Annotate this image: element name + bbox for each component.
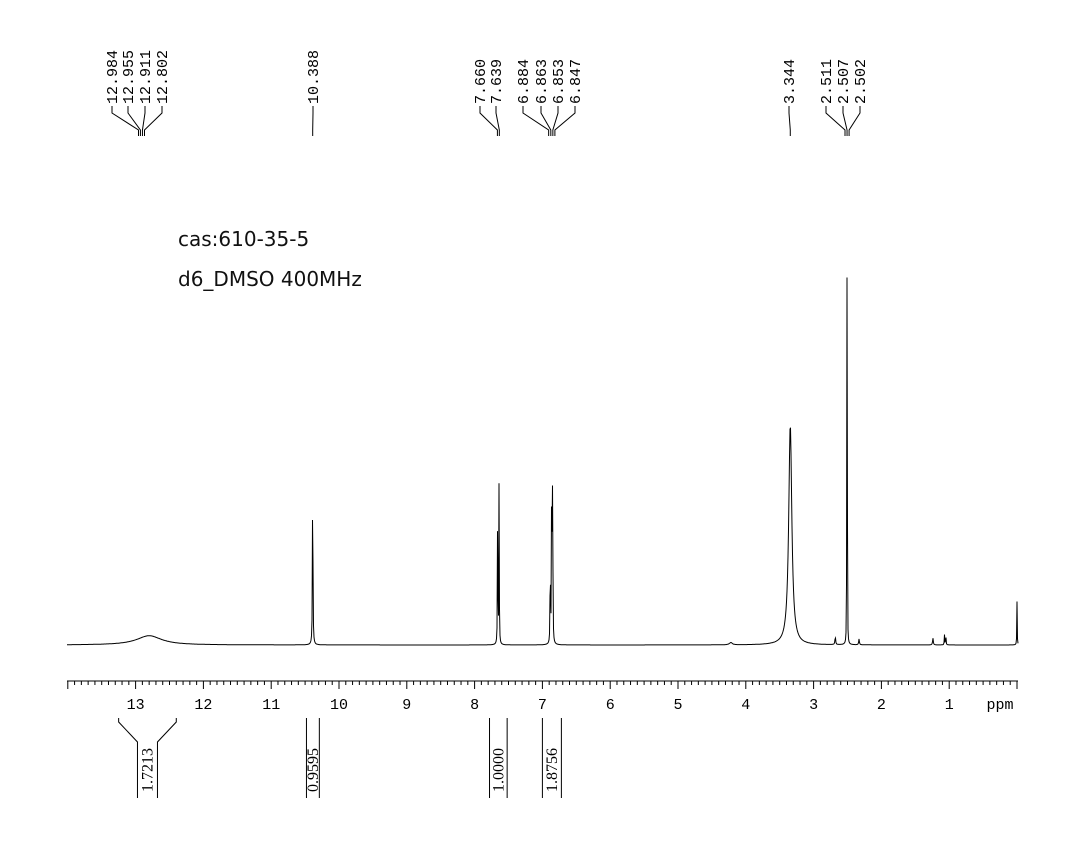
peak-leader-line [788,106,791,136]
compound-label: cas:610-35-5 [178,227,310,251]
peak-label: 6.863 [534,59,551,104]
x-tick-label: 11 [262,697,280,714]
integral-bracket [156,718,177,798]
peak-label: 3.344 [782,59,799,104]
peak-label: 2.502 [853,59,870,104]
peak-leader-line [825,106,846,136]
peak-label: 7.639 [489,59,506,104]
x-tick-label: 6 [606,697,615,714]
peak-label: 12.802 [155,50,172,104]
x-tick-label: 12 [194,697,212,714]
peak-leader-line [522,106,550,136]
x-axis: 13 12 11 10 9 8 7 6 5 4 3 2 1 ppm [67,680,1018,714]
x-tick-label: 10 [330,697,348,714]
peak-leader-line [141,106,146,136]
x-tick-label: 5 [673,697,682,714]
x-tick-label: 7 [538,697,547,714]
peak-leader-line [552,106,559,136]
peak-label: 6.847 [568,59,585,104]
peak-label: 10.388 [306,50,323,104]
peak-leader-line [848,106,861,136]
integral-group: 1.7213 0.9595 1.0000 1.8756 [118,718,562,798]
conditions-label: d6_DMSO 400MHz [178,267,362,291]
x-axis-unit-label: ppm [986,697,1013,714]
x-tick-label: 3 [809,697,818,714]
peak-label-group: 12.984 12.955 12.911 12.802 10.388 7.660 7.639… [105,50,870,136]
x-tick-label: 1 [945,697,954,714]
integral-value: 1.8756 [544,748,561,792]
peak-label: 2.511 [819,59,836,104]
peak-leader-line [842,106,848,136]
spectrum-trace [67,277,1019,646]
peak-leader-line [540,106,552,136]
integral-bracket [118,718,138,798]
peak-leader-line [111,106,139,136]
peak-leader-line [554,106,576,136]
peak-leader-line [143,106,163,136]
integral-value: 1.7213 [139,748,156,792]
x-tick-label: 4 [741,697,750,714]
peak-leader-line [127,106,141,136]
peak-label: 2.507 [836,59,853,104]
peak-label: 12.984 [105,50,122,104]
peak-leader-line [479,106,498,136]
peak-label: 12.955 [121,50,138,104]
peak-leader-line [495,106,500,136]
integral-value: 1.0000 [490,748,507,792]
x-tick-label: 8 [470,697,479,714]
peak-label: 7.660 [473,59,490,104]
peak-label: 6.853 [551,59,568,104]
integral-value: 0.9595 [305,748,322,792]
peak-label: 6.884 [516,59,533,104]
x-tick-label: 2 [877,697,886,714]
x-tick-label: 13 [127,697,145,714]
x-tick-label: 9 [402,697,411,714]
peak-label: 12.911 [138,50,155,104]
